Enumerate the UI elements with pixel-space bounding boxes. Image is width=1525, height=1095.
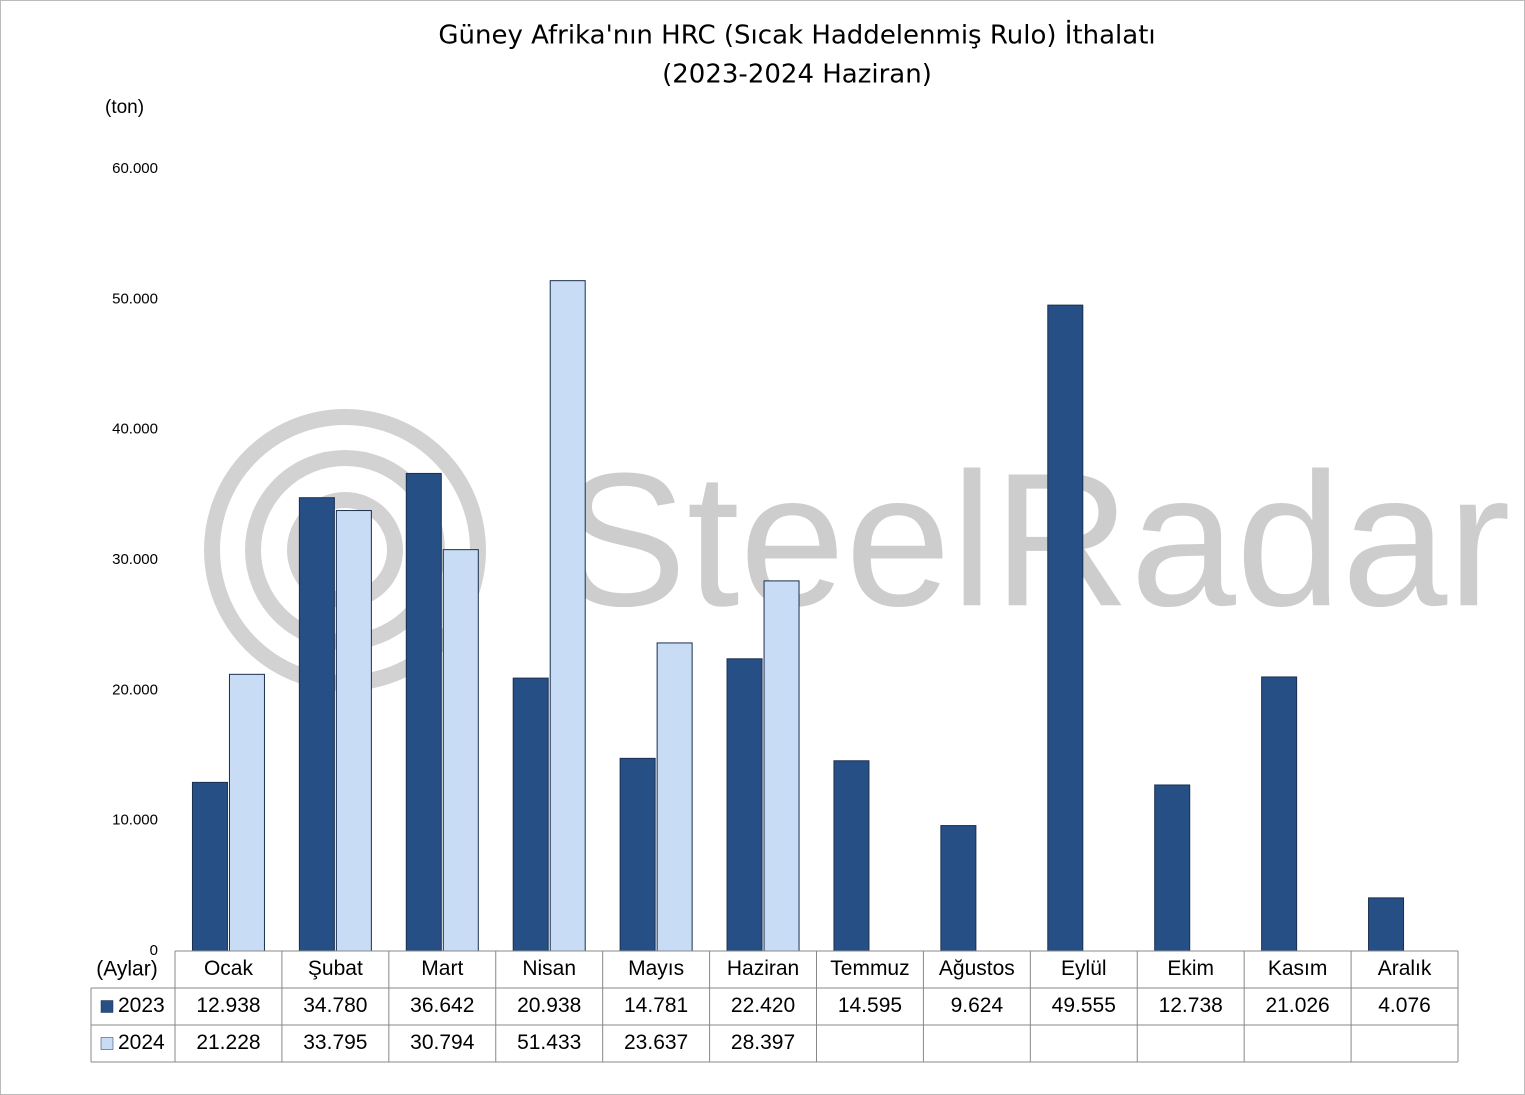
table-value: 28.397 — [731, 1031, 795, 1054]
legend-label: 2024 — [118, 1031, 165, 1054]
chart-title: Güney Afrika'nın HRC (Sıcak Haddelenmiş … — [438, 19, 1155, 51]
bar — [405, 472, 442, 952]
bar — [656, 642, 693, 952]
bar — [726, 658, 763, 952]
x-tick-label: Ocak — [204, 957, 254, 980]
table-value: 30.794 — [410, 1031, 475, 1054]
x-tick-label: Ağustos — [939, 957, 1015, 980]
legend-label: 2023 — [118, 994, 165, 1017]
table-value: 21.228 — [196, 1031, 260, 1054]
table-value: 20.938 — [517, 994, 581, 1017]
x-tick-label: Şubat — [308, 957, 363, 980]
bar — [228, 673, 265, 952]
y-tick-label: 50.000 — [112, 290, 158, 307]
chart-subtitle: (2023-2024 Haziran) — [662, 60, 932, 90]
table-value: 23.637 — [624, 1031, 688, 1054]
bar — [191, 781, 228, 952]
y-tick-label: 40.000 — [112, 421, 158, 438]
legend-key — [100, 1000, 114, 1013]
table-value: 22.420 — [731, 994, 795, 1017]
watermark-text: SteelRadar — [560, 434, 1511, 646]
table-value: 34.780 — [303, 994, 367, 1017]
table-value: 33.795 — [303, 1031, 367, 1054]
y-tick-label: 20.000 — [112, 681, 158, 698]
bar — [335, 510, 372, 952]
table-value: 12.738 — [1159, 994, 1223, 1017]
x-tick-label: Temmuz — [830, 957, 909, 980]
bar — [940, 825, 977, 952]
bar — [1047, 304, 1084, 952]
watermark: SteelRadar — [204, 409, 1511, 691]
table-value: 12.938 — [196, 994, 260, 1017]
legend-key — [100, 1037, 114, 1050]
bar — [1368, 897, 1405, 952]
bar — [549, 280, 586, 952]
table-value: 4.076 — [1378, 994, 1431, 1017]
bar — [619, 757, 656, 952]
x-tick-label: Haziran — [727, 957, 799, 980]
bar — [442, 549, 479, 952]
bar — [298, 497, 335, 952]
y-tick-label: 10.000 — [112, 812, 158, 829]
bar — [763, 580, 800, 952]
x-tick-label: Ekim — [1167, 957, 1214, 980]
table-value: 14.781 — [624, 994, 688, 1017]
bar — [512, 677, 549, 952]
x-tick-label: Kasım — [1268, 957, 1328, 980]
table-value: 21.026 — [1266, 994, 1330, 1017]
x-tick-label: Aralık — [1378, 957, 1432, 980]
y-axis-label: (ton) — [105, 97, 144, 118]
y-tick-label: 60.000 — [112, 160, 158, 177]
table-value: 36.642 — [410, 994, 474, 1017]
table-value: 51.433 — [517, 1031, 581, 1054]
x-tick-label: Mart — [421, 957, 463, 980]
bar — [1154, 784, 1191, 952]
y-tick-label: 0 — [150, 942, 158, 959]
x-tick-label: Nisan — [522, 957, 576, 980]
bar — [833, 760, 870, 952]
table-value: 14.595 — [838, 994, 902, 1017]
x-tick-label: Mayıs — [628, 957, 684, 980]
x-tick-label: Eylül — [1061, 957, 1107, 980]
table-value: 49.555 — [1052, 994, 1116, 1017]
table-value: 9.624 — [951, 994, 1004, 1017]
x-axis-label: (Aylar) — [96, 958, 157, 981]
y-tick-label: 30.000 — [112, 551, 158, 568]
bar — [1261, 676, 1298, 952]
